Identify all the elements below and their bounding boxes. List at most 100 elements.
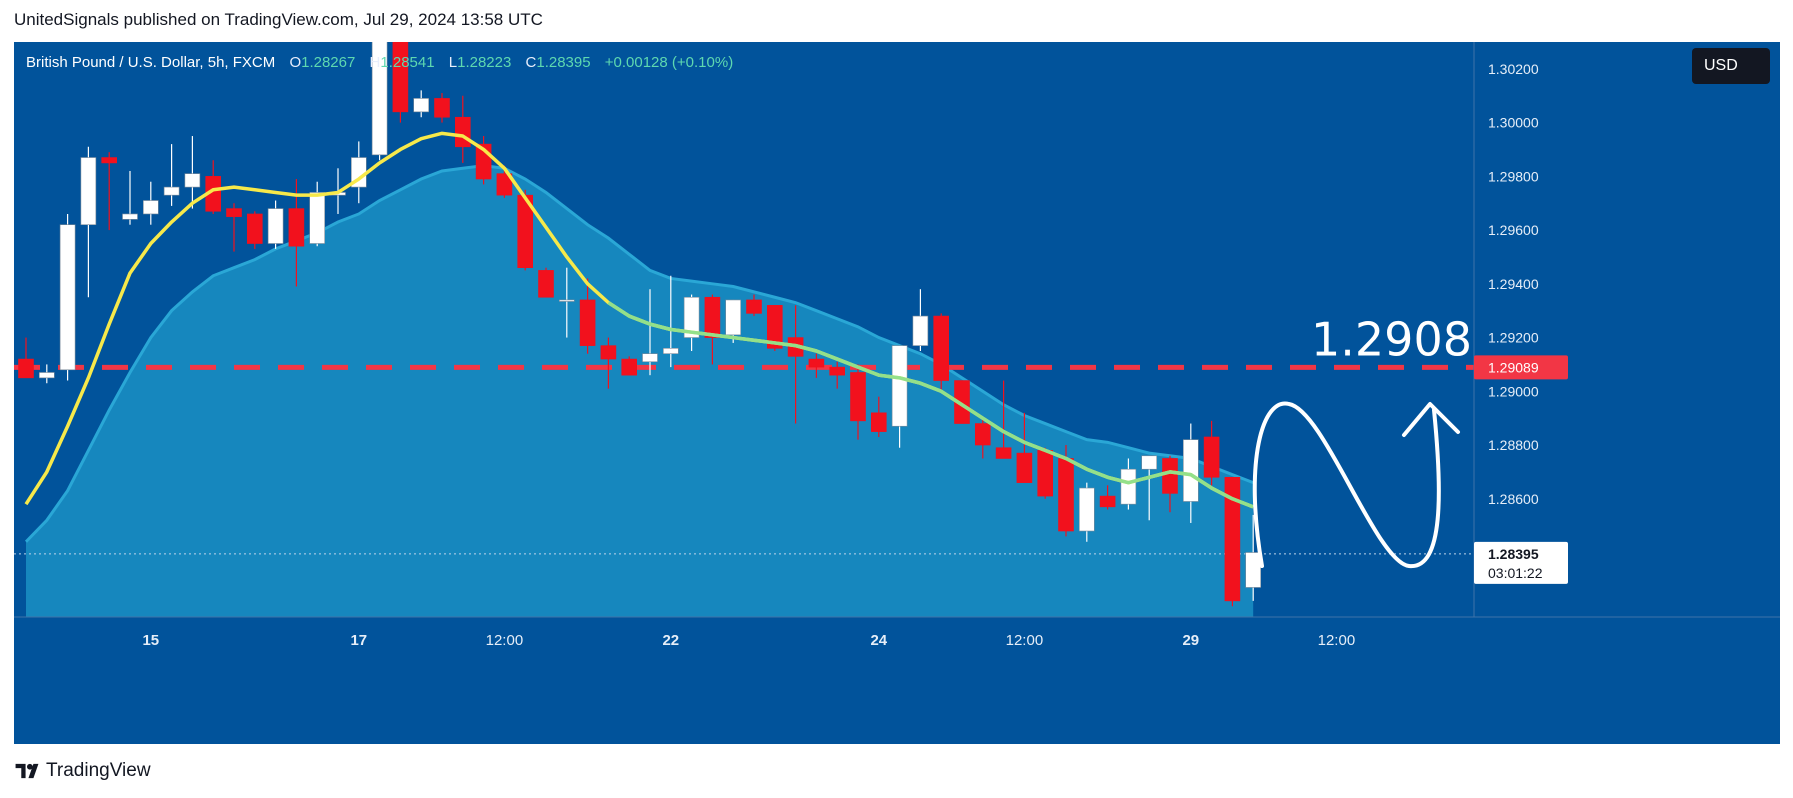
chart-area[interactable]: British Pound / U.S. Dollar, 5h, FXCM O1… <box>14 42 1780 744</box>
y-tick-label: 1.29600 <box>1488 222 1539 238</box>
candle-body <box>538 270 554 298</box>
candle-body <box>579 299 596 346</box>
candle-body <box>912 315 929 346</box>
candle-body <box>1245 552 1261 588</box>
arrow-head-icon <box>1402 402 1460 437</box>
candle-body <box>1099 495 1116 508</box>
candle-body <box>371 42 388 156</box>
band-area <box>26 165 1254 617</box>
candle-body <box>101 157 117 164</box>
y-tick-label: 1.29000 <box>1488 383 1539 399</box>
candle-body <box>766 305 783 349</box>
candle-body <box>1224 476 1241 602</box>
y-tick-label: 1.28600 <box>1488 491 1539 507</box>
y-tick-label: 1.30000 <box>1488 115 1539 131</box>
candle-body <box>1079 487 1095 532</box>
band-upper-line <box>24 164 1254 543</box>
candle-body <box>413 98 430 113</box>
candle-body <box>163 186 180 196</box>
candle-body <box>704 296 721 338</box>
x-tick-label: 17 <box>350 632 367 649</box>
candle-body <box>891 345 908 427</box>
candle-body <box>1120 468 1137 505</box>
candle-body <box>267 208 284 244</box>
candle-body <box>80 157 97 226</box>
x-tick-label: 22 <box>662 632 679 649</box>
candle-body <box>434 98 450 118</box>
footer-brand: TradingView <box>14 760 151 782</box>
candle-body <box>621 358 638 376</box>
candle-body <box>974 423 991 446</box>
time-axis <box>14 617 1780 744</box>
last-price-tag <box>1474 541 1568 584</box>
open-label: O <box>289 54 302 71</box>
candle-body <box>1183 439 1199 502</box>
low-value: 1.28223 <box>457 54 512 71</box>
y-tick-label: 1.29200 <box>1488 330 1539 346</box>
y-tick-label: 1.29400 <box>1488 276 1539 292</box>
candle-body <box>746 299 762 314</box>
countdown-text: 03:01:22 <box>1488 565 1543 581</box>
price-chart[interactable]: 1.2908 1.30200 1.30000 1.29800 1.29600 1.2940… <box>14 42 1780 744</box>
candle-body <box>18 358 34 379</box>
symbol-name: British Pound / U.S. Dollar, 5h, FXCM <box>26 54 276 71</box>
candle-body <box>1162 458 1178 494</box>
close-value: 1.28395 <box>536 54 591 71</box>
candle-body <box>683 296 700 338</box>
candle-body <box>454 116 471 148</box>
level-price-tag <box>1474 355 1568 380</box>
candle-body <box>558 299 575 302</box>
last-price-text: 1.28395 <box>1488 546 1539 562</box>
low-label: L <box>448 54 458 71</box>
candle-body <box>184 173 201 188</box>
candle-body <box>933 315 950 381</box>
x-tick-label: 29 <box>1182 632 1199 649</box>
level-price-text: 1.29089 <box>1488 359 1539 375</box>
y-tick-label: 1.28800 <box>1488 437 1539 453</box>
candle-body <box>122 213 138 220</box>
candle-body <box>1141 455 1157 470</box>
candle-body <box>725 299 742 336</box>
publisher-header: UnitedSignals published on TradingView.c… <box>14 10 543 29</box>
x-tick-label: 15 <box>142 632 159 649</box>
candle-body <box>954 380 970 424</box>
candle-body <box>642 353 658 363</box>
x-tick-label: 12:00 <box>1318 632 1356 649</box>
candle-body <box>870 412 887 432</box>
high-label: H <box>369 54 381 71</box>
y-tick-label: 1.29800 <box>1488 168 1539 184</box>
candle-body <box>1016 452 1033 483</box>
open-value: 1.28267 <box>301 54 356 71</box>
candle-body <box>662 348 679 354</box>
tradingview-logo-icon <box>15 763 39 779</box>
candle-body <box>496 173 513 196</box>
x-tick-label: 12:00 <box>1006 632 1044 649</box>
candle-body <box>1037 450 1054 497</box>
level-annotation: 1.2908 <box>1311 312 1472 366</box>
candle-body <box>808 358 825 368</box>
candle-body <box>59 224 76 371</box>
candle-body <box>38 372 55 379</box>
candle-body <box>995 447 1012 459</box>
projection-path <box>1252 401 1441 569</box>
currency-button[interactable]: USD <box>1692 48 1770 84</box>
x-tick-label: 24 <box>870 632 887 649</box>
change-value: +0.00128 (+0.10%) <box>604 54 734 71</box>
candle-body <box>226 208 242 217</box>
y-tick-label: 1.30200 <box>1488 61 1539 77</box>
high-value: 1.28541 <box>380 54 435 71</box>
brand-name: TradingView <box>46 760 151 781</box>
candle-body <box>1058 458 1074 532</box>
x-tick-label: 12:00 <box>486 632 524 649</box>
candle-body <box>850 372 866 422</box>
candle-body <box>1203 436 1220 478</box>
candle-body <box>829 366 846 376</box>
candle-body <box>247 213 263 244</box>
candle-body <box>143 200 159 215</box>
candle-body <box>309 192 326 244</box>
candle-body <box>600 345 617 360</box>
symbol-legend: British Pound / U.S. Dollar, 5h, FXCM O1… <box>26 54 733 71</box>
ma-slow-line <box>607 301 1254 509</box>
candle-body <box>288 208 305 247</box>
candle-body <box>392 42 409 113</box>
